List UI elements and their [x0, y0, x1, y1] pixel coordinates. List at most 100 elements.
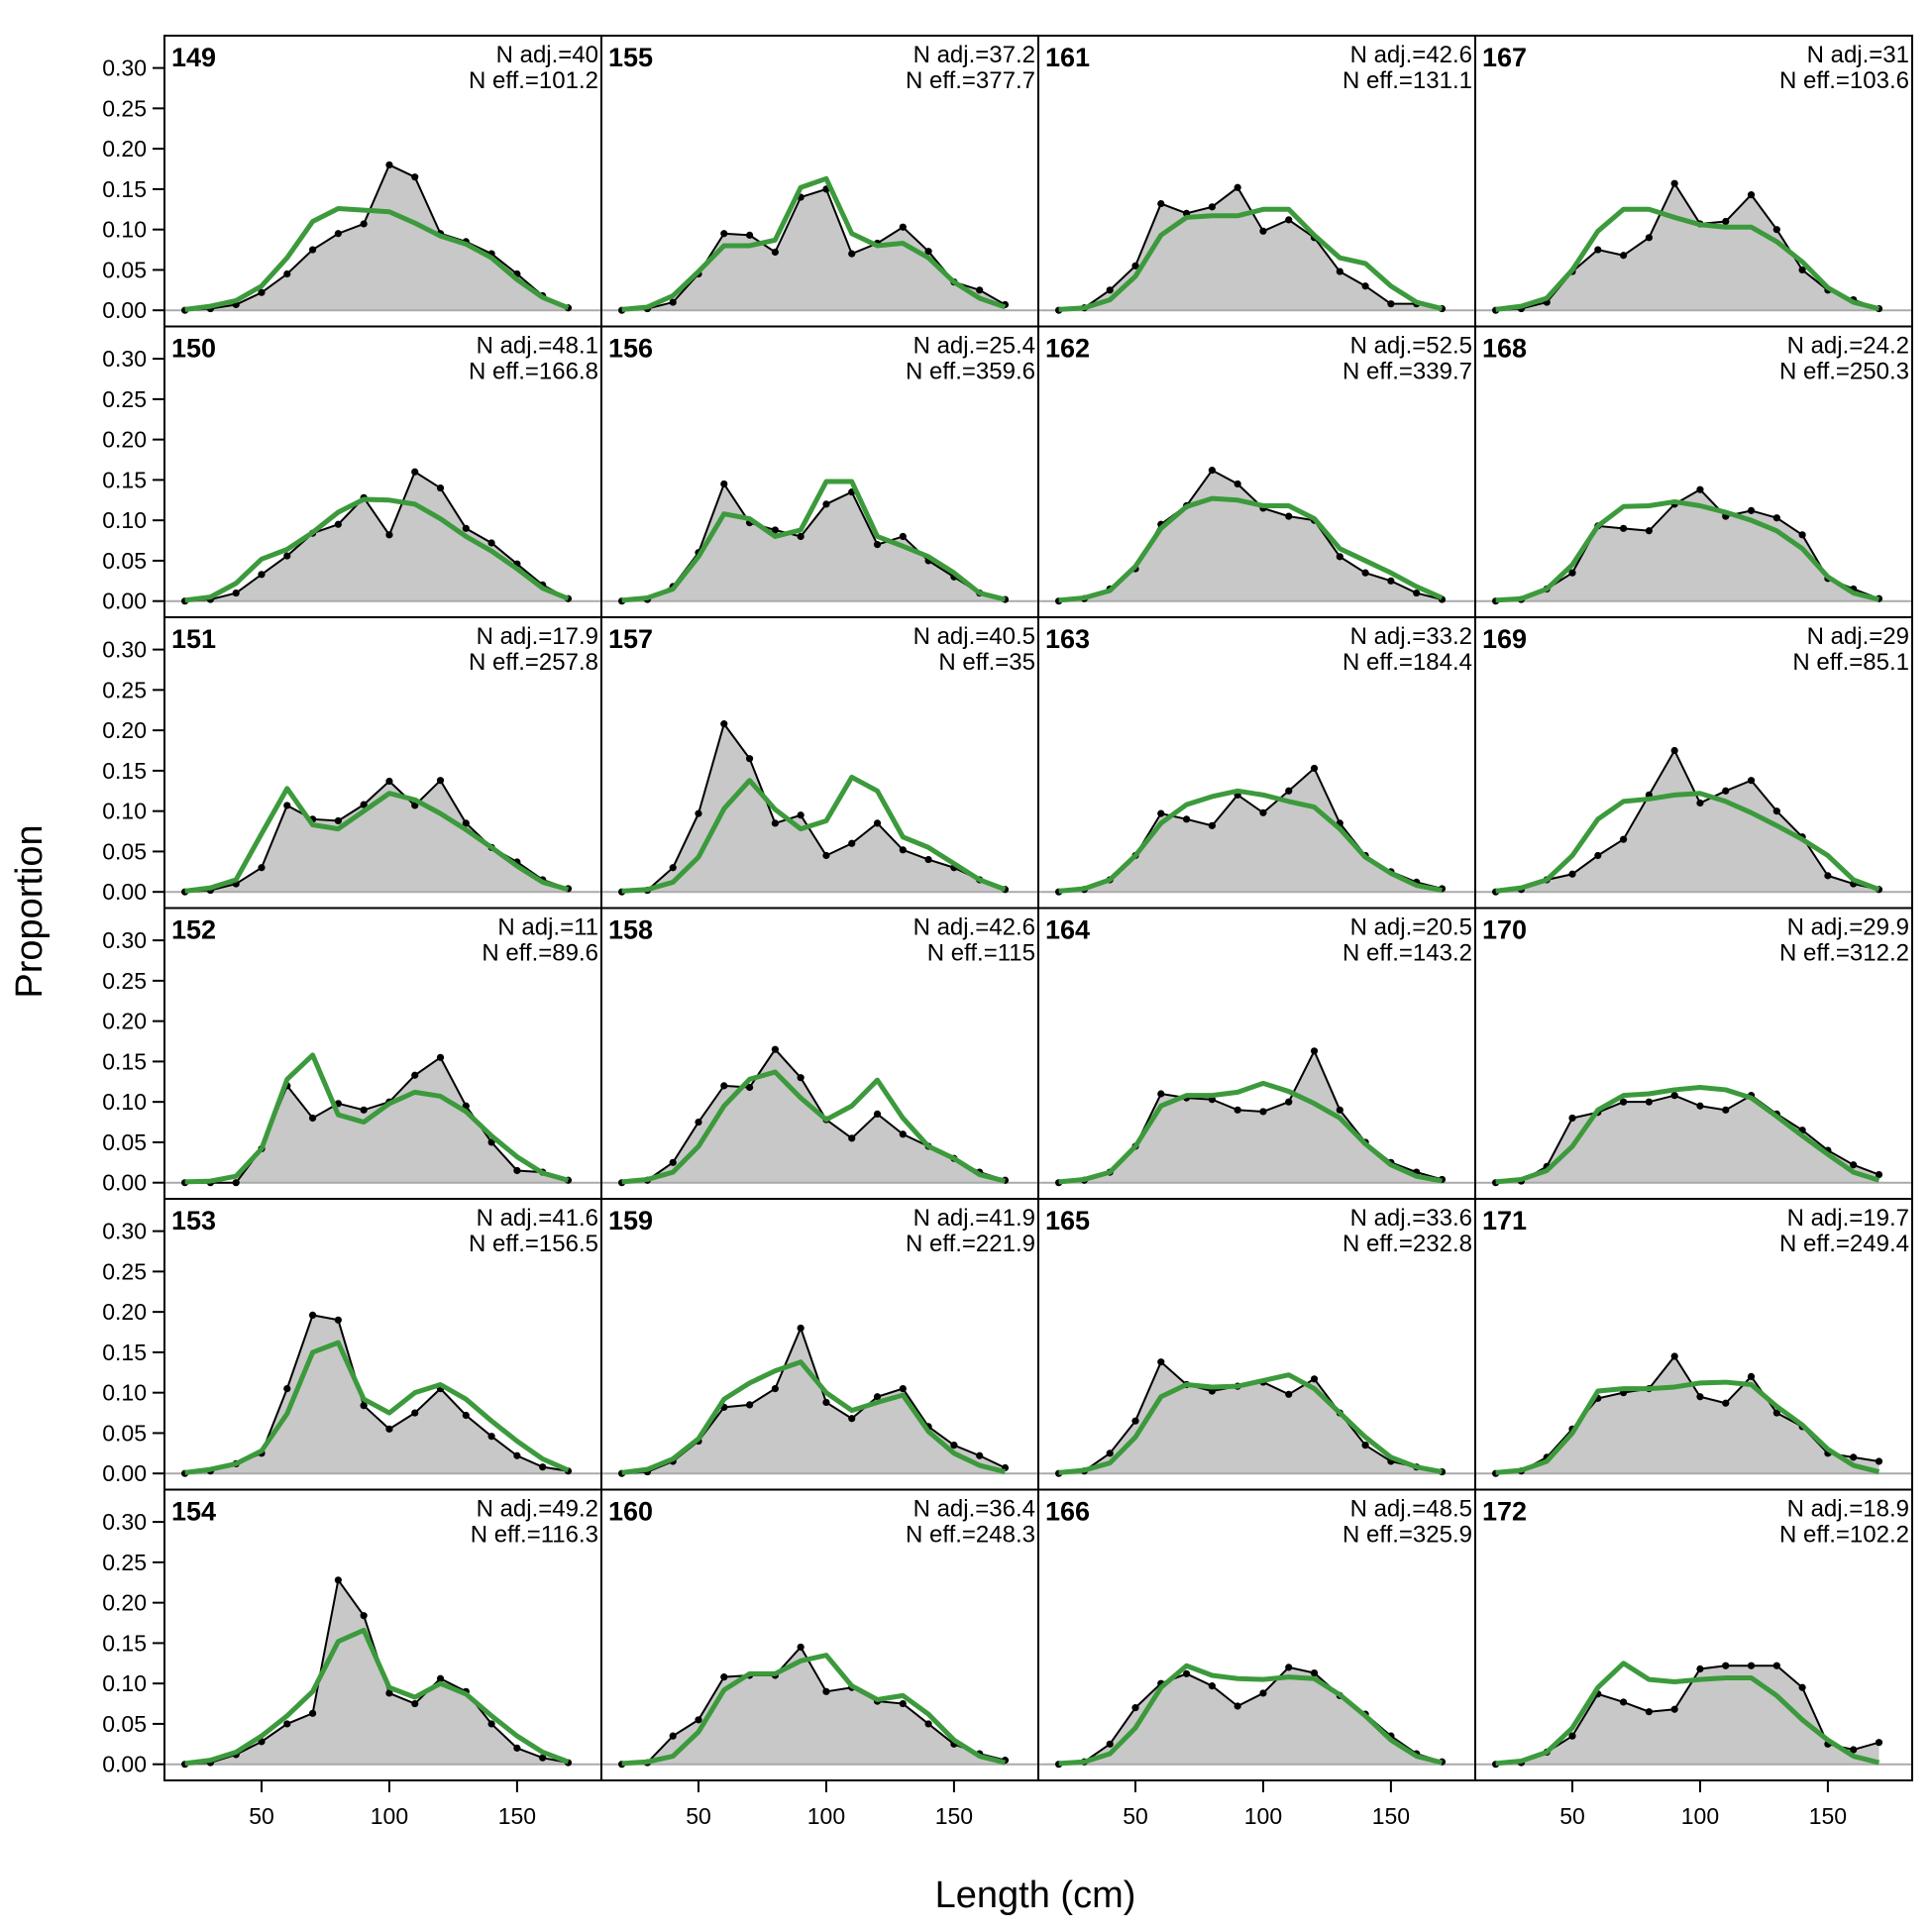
observed-point — [720, 1082, 728, 1090]
observed-point — [899, 532, 907, 541]
y-tick-label: 0.00 — [102, 1170, 147, 1196]
y-tick-label: 0.25 — [102, 95, 147, 121]
y-tick-label: 0.20 — [102, 427, 147, 453]
observed-point — [1747, 1372, 1756, 1380]
y-tick-label: 0.05 — [102, 548, 147, 574]
observed-point — [720, 230, 728, 238]
observed-point — [720, 1673, 728, 1681]
observed-point — [1387, 300, 1395, 308]
observed-area — [1495, 1665, 1879, 1765]
n-adj-label: N adj.=36.4 — [913, 1496, 1035, 1523]
observed-point — [385, 1689, 393, 1697]
observed-point — [822, 1687, 830, 1695]
observed-point — [1182, 815, 1191, 823]
n-adj-label: N adj.=18.9 — [1787, 1496, 1909, 1523]
observed-point — [1285, 216, 1293, 224]
observed-point — [1106, 1740, 1114, 1748]
x-tick-label: 50 — [686, 1803, 711, 1829]
y-tick-label: 0.05 — [102, 1129, 147, 1155]
observed-point — [462, 1411, 470, 1420]
observed-point — [1772, 226, 1780, 234]
observed-point — [1696, 1102, 1704, 1110]
observed-point — [797, 811, 805, 819]
observed-point — [1594, 851, 1602, 860]
observed-point — [745, 1083, 754, 1092]
observed-point — [669, 1158, 677, 1166]
expected-line — [1058, 1663, 1444, 1767]
n-adj-label: N adj.=29 — [1807, 623, 1909, 650]
observed-point — [924, 1720, 932, 1728]
expected-line — [1495, 498, 1880, 603]
observed-point — [899, 1130, 907, 1138]
observed-point — [1568, 870, 1576, 878]
panel-171: 171 N adj.=19.7N eff.=249.4 — [1474, 1198, 1913, 1491]
y-tick-label: 0.20 — [102, 1299, 147, 1325]
y-tick-label: 0.15 — [102, 176, 147, 202]
observed-point — [848, 1415, 856, 1423]
n-adj-label: N adj.=20.5 — [1350, 914, 1472, 941]
observed-area — [184, 1057, 569, 1183]
observed-point — [1131, 1704, 1139, 1712]
observed-point — [1619, 524, 1628, 532]
y-tick-label: 0.30 — [102, 346, 147, 372]
y-tick-label: 0.05 — [102, 257, 147, 282]
observed-point — [1568, 1114, 1576, 1123]
observed-point — [1772, 1409, 1780, 1417]
observed-line — [1058, 185, 1443, 312]
observed-point — [1875, 1739, 1883, 1747]
panel-label: 151 — [171, 624, 216, 654]
observed-point — [1234, 183, 1241, 191]
observed-point — [848, 1134, 856, 1142]
y-axis: 0.00 0.05 0.10 0.15 0.20 0.25 0.30 0.00 0.05 0.10… — [102, 55, 164, 1777]
observed-area — [621, 483, 1006, 601]
n-adj-label: N adj.=33.2 — [1350, 623, 1472, 650]
observed-point — [950, 1442, 958, 1449]
n-adj-label: N adj.=41.6 — [477, 1205, 598, 1232]
observed-point — [1310, 1047, 1319, 1055]
observed-point — [1645, 527, 1653, 535]
observed-area — [1058, 1666, 1443, 1765]
n-eff-label: N eff.=131.1 — [1342, 67, 1472, 94]
observed-point — [436, 777, 445, 785]
y-tick-label: 0.25 — [102, 677, 147, 702]
panel-169: 169 N adj.=29N eff.=85.1 — [1474, 616, 1913, 910]
panel-label: 153 — [171, 1206, 216, 1235]
observed-point — [1670, 746, 1678, 755]
panel-152: 152 N adj.=11N eff.=89.6 — [163, 907, 602, 1200]
x-tick-label: 150 — [498, 1803, 536, 1829]
observed-point — [1131, 262, 1139, 269]
panel-label: 152 — [171, 915, 216, 945]
observed-point — [1413, 589, 1421, 597]
panel-153: 153 N adj.=41.6N eff.=156.5 — [163, 1198, 602, 1491]
x-tick-label: 150 — [1372, 1803, 1410, 1829]
y-tick-label: 0.00 — [102, 297, 147, 323]
n-eff-label: N eff.=115 — [927, 940, 1035, 967]
panel-167: 167 N adj.=31N eff.=103.6 — [1474, 35, 1913, 328]
expected-line — [1058, 1372, 1443, 1475]
observed-point — [822, 1398, 830, 1407]
observed-point — [1259, 1689, 1267, 1697]
observed-point — [1619, 1098, 1628, 1106]
observed-point — [1696, 1393, 1704, 1401]
observed-point — [1208, 821, 1216, 829]
observed-point — [232, 589, 240, 597]
n-eff-label: N eff.=116.3 — [471, 1522, 598, 1549]
observed-point — [924, 248, 932, 256]
x-tick-label: 100 — [1244, 1803, 1282, 1829]
observed-area — [184, 164, 569, 311]
observed-point — [1850, 1161, 1858, 1169]
y-tick-label: 0.30 — [102, 55, 147, 81]
observed-point — [411, 173, 419, 181]
observed-point — [1850, 1746, 1858, 1754]
expected-line — [184, 1340, 570, 1475]
n-eff-label: N eff.=312.2 — [1779, 940, 1909, 967]
panel-label: 158 — [608, 915, 653, 945]
n-eff-label: N eff.=85.1 — [1792, 649, 1909, 676]
observed-point — [334, 1316, 342, 1324]
y-tick-label: 0.30 — [102, 1219, 147, 1244]
observed-line — [1495, 487, 1879, 602]
observed-point — [308, 1709, 317, 1717]
panel-label: 157 — [608, 624, 653, 654]
observed-point — [669, 298, 677, 306]
panel-154: 154 N adj.=49.2N eff.=116.3 — [163, 1488, 602, 1781]
